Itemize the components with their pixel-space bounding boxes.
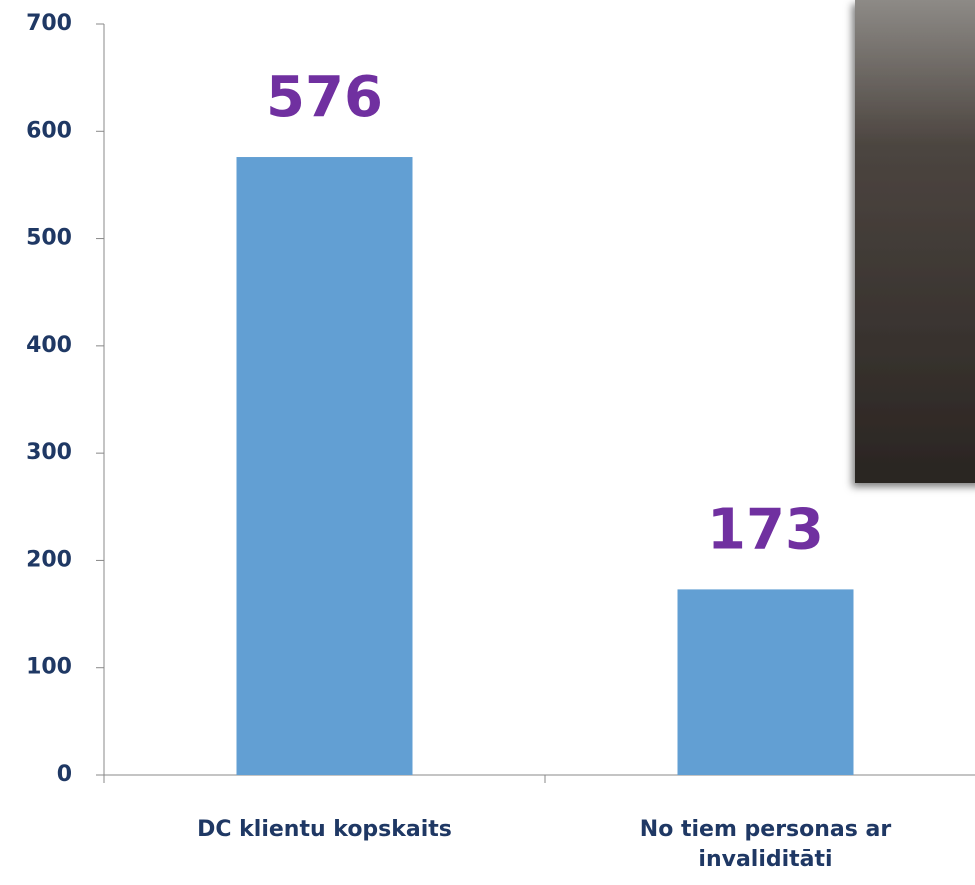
x-tick-label: No tiem personas ar invaliditāti [639,817,892,872]
value-label: 173 [707,498,824,563]
y-tick-label: 300 [26,440,72,465]
y-tick-label: 0 [57,762,72,787]
bar [236,157,413,775]
y-tick-label: 600 [26,118,72,143]
y-tick-label: 500 [26,226,72,251]
photo [855,0,975,483]
x-tick-label: DC klientu kopskaits [197,817,452,842]
value-label: 576 [266,65,383,130]
y-tick-label: 200 [26,547,72,572]
y-tick-label: 100 [26,655,72,680]
y-tick-label: 400 [26,333,72,358]
bar [677,589,854,775]
y-tick-label: 700 [26,11,72,36]
